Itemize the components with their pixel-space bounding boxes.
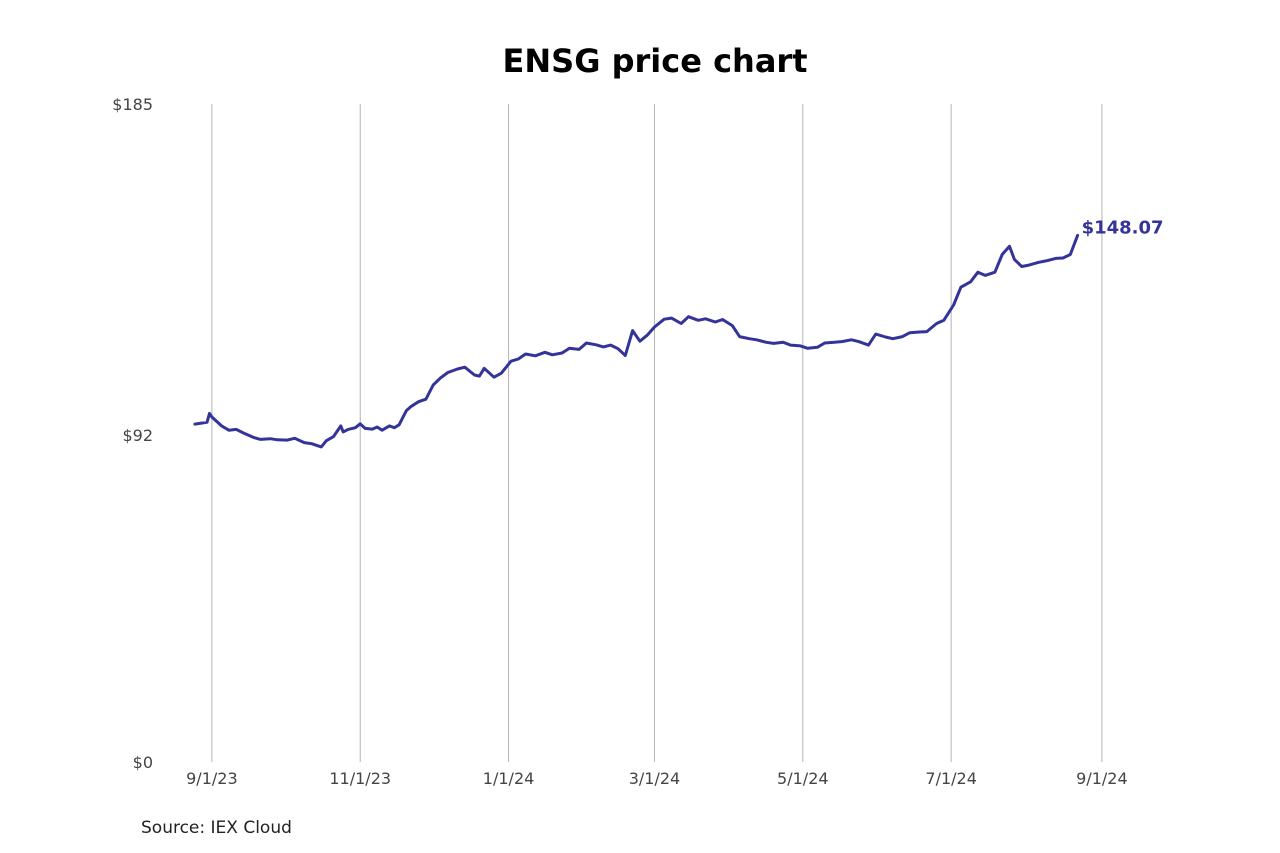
y-tick-label: $92 [122, 426, 153, 445]
x-tick-label: 1/1/24 [483, 769, 535, 788]
x-tick-label: 7/1/24 [925, 769, 977, 788]
y-tick-label: $185 [112, 95, 153, 114]
x-tick-label: 11/1/23 [329, 769, 391, 788]
y-axis-ticks: $0 $92 $185 [112, 95, 153, 772]
chart-title: ENSG price chart [503, 42, 808, 80]
x-tick-label: 5/1/24 [777, 769, 829, 788]
source-label: Source: IEX Cloud [141, 818, 292, 838]
last-price-label: $148.07 [1082, 217, 1164, 238]
y-tick-label: $0 [133, 753, 153, 772]
x-axis-ticks: 9/1/23 11/1/23 1/1/24 3/1/24 5/1/24 7/1/24 9/1… [186, 769, 1128, 788]
price-series-line [193, 233, 1080, 449]
x-tick-label: 9/1/24 [1076, 769, 1128, 788]
grid-layer [211, 104, 1103, 762]
x-tick-label: 9/1/23 [186, 769, 238, 788]
x-tick-label: 3/1/24 [629, 769, 681, 788]
